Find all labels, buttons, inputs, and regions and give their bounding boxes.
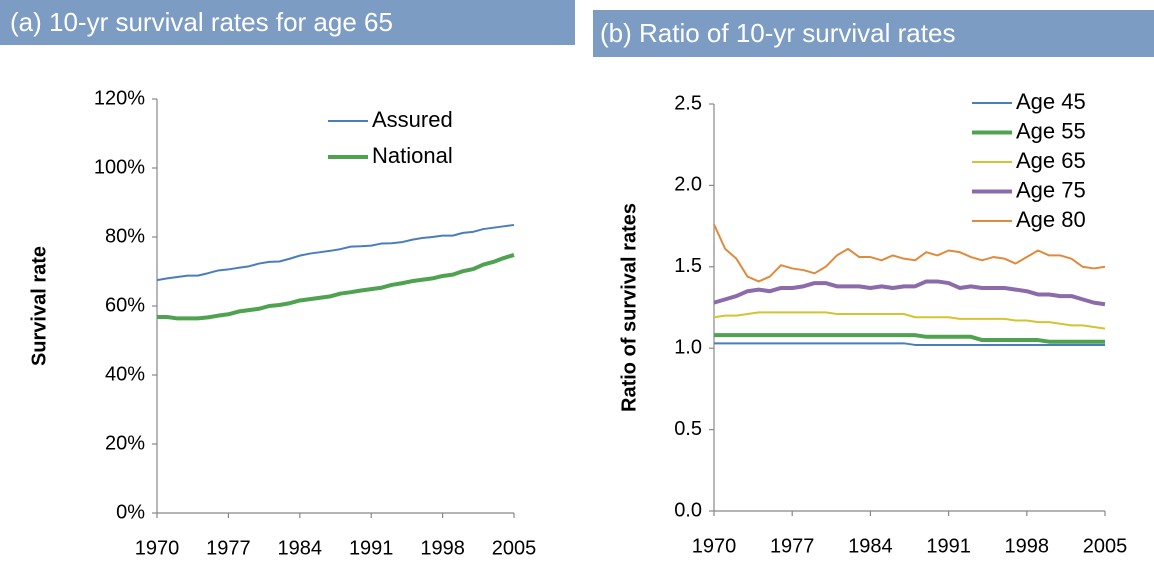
x-tick-label: 1977 [206, 537, 251, 559]
legend-label: Age 80 [1016, 207, 1086, 232]
panel: (a) 10-yr survival rates for age 65 Survi… [0, 0, 575, 559]
x-tick-label: 1984 [848, 535, 893, 557]
x-tick-label: 1998 [1005, 535, 1050, 557]
panel-title: (b) Ratio of 10-yr survival rates [600, 18, 955, 48]
x-tick-label: 2005 [492, 537, 537, 559]
x-tick-label: 1991 [926, 535, 971, 557]
x-tick-label: 2005 [1083, 535, 1128, 557]
legend-label: Age 65 [1016, 148, 1086, 173]
legend-label: Age 45 [1016, 89, 1086, 114]
series-line [156, 223, 515, 282]
y-tick-label: 1.0 [674, 336, 702, 358]
panel-title: (a) 10-yr survival rates for age 65 [10, 7, 393, 37]
legend-label: Assured [372, 107, 453, 132]
y-tick-label: 40% [105, 363, 145, 385]
x-tick-label: 1984 [278, 537, 323, 559]
series-line [713, 279, 1106, 307]
series-line [157, 253, 515, 321]
y-tick-label: 60% [105, 294, 145, 316]
series-line [714, 333, 1105, 344]
y-tick-label: 0% [116, 501, 145, 523]
y-tick-label: 120% [94, 87, 145, 109]
y-tick-label: 100% [94, 156, 145, 178]
y-tick-label: 80% [105, 225, 145, 247]
x-tick-label: 1977 [770, 535, 815, 557]
title-bar [593, 10, 1154, 57]
legend-label: National [372, 143, 453, 168]
x-tick-label: 1970 [135, 537, 180, 559]
y-tick-label: 2.0 [674, 174, 702, 196]
y-tick-label: 2.5 [674, 92, 702, 114]
legend-label: Age 75 [1016, 177, 1086, 202]
legend-label: Age 55 [1016, 118, 1086, 143]
y-axis-title: Ratio of survival rates [618, 203, 640, 412]
x-tick-label: 1998 [420, 537, 465, 559]
y-axis-title: Survival rate [28, 246, 50, 366]
y-tick-label: 0.0 [674, 499, 702, 521]
y-tick-label: 1.5 [674, 255, 702, 277]
y-tick-label: 0.5 [674, 418, 702, 440]
x-tick-label: 1991 [349, 537, 394, 559]
series-line [713, 224, 1106, 283]
series-line [714, 342, 1105, 346]
panel: (b) Ratio of 10-yr survival rates Ratio o… [593, 10, 1154, 557]
x-tick-label: 1970 [692, 535, 737, 557]
series-line [713, 311, 1106, 330]
title-bar [0, 0, 575, 45]
y-tick-label: 20% [105, 432, 145, 454]
